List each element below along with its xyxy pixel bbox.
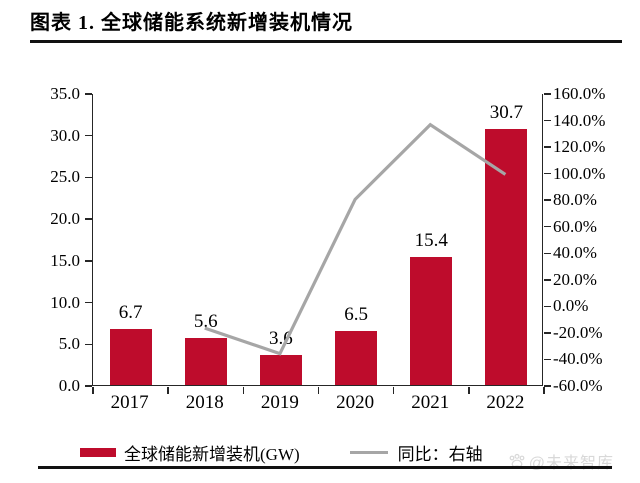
watermark-text: @未来智库 bbox=[528, 455, 614, 472]
x-axis-category-label: 2020 bbox=[336, 392, 375, 413]
right-axis-tick-label: 140.0% bbox=[553, 110, 606, 130]
right-axis-tick bbox=[543, 279, 551, 281]
right-axis-tick-label: -20.0% bbox=[553, 322, 603, 342]
left-axis-tick bbox=[84, 134, 92, 137]
left-axis-tick-label: 25.0 bbox=[50, 167, 80, 187]
bar-value-label: 3.6 bbox=[269, 327, 293, 349]
right-axis-tick bbox=[543, 146, 551, 148]
bar-2019 bbox=[259, 354, 302, 385]
x-axis-tick bbox=[468, 386, 470, 394]
x-axis-tick bbox=[167, 386, 169, 394]
bar-2020 bbox=[335, 330, 378, 385]
bar-value-label: 5.6 bbox=[193, 311, 218, 333]
bar-2021 bbox=[410, 256, 453, 385]
left-axis-tick bbox=[84, 218, 92, 220]
left-axis-tick bbox=[84, 93, 92, 95]
left-axis-tick-label: 30.0 bbox=[50, 125, 80, 145]
left-axis-tick-label: 10.0 bbox=[50, 292, 80, 312]
bar-value-label: 6.7 bbox=[118, 302, 143, 324]
right-axis-tick-label: 80.0% bbox=[553, 190, 597, 210]
right-axis-tick-label: -60.0% bbox=[553, 376, 603, 395]
left-axis-tick bbox=[84, 176, 92, 179]
bar-value-label: 6.5 bbox=[344, 303, 368, 325]
left-axis-tick bbox=[84, 260, 92, 262]
x-axis-tick bbox=[543, 386, 545, 394]
right-axis-tick-label: -40.0% bbox=[553, 349, 603, 369]
x-axis-category-label: 2022 bbox=[486, 392, 525, 413]
right-axis-tick-label: 40.0% bbox=[553, 243, 597, 263]
left-axis-tick bbox=[84, 343, 92, 346]
chart-title: 图表 1. 全球储能系统新增装机情况 bbox=[30, 12, 353, 34]
left-axis-tick-label: 5.0 bbox=[58, 334, 80, 354]
x-axis-tick bbox=[317, 386, 320, 394]
left-axis-tick bbox=[84, 301, 92, 304]
right-axis-tick-label: 0.0% bbox=[553, 296, 589, 316]
line-legend-label: 同比：右轴 bbox=[397, 445, 483, 464]
left-axis-tick-label: 35.0 bbox=[50, 84, 80, 103]
right-axis-tick-label: 100.0% bbox=[553, 163, 606, 183]
x-axis-category-label: 2017 bbox=[110, 392, 149, 413]
x-axis-category-label: 2021 bbox=[411, 392, 450, 413]
x-axis-tick bbox=[92, 386, 94, 394]
right-axis-tick bbox=[543, 385, 551, 387]
left-axis-tick-label: 0.0 bbox=[58, 376, 80, 395]
left-axis-tick-label: 15.0 bbox=[50, 250, 80, 270]
plot-area: 6.7 5.6 3.6 6.5 15.4 30.7 bbox=[84, 93, 551, 394]
right-axis-tick bbox=[543, 252, 551, 255]
right-axis-tick bbox=[543, 93, 551, 95]
bar-legend-swatch bbox=[80, 448, 116, 457]
right-axis-tick-label: 60.0% bbox=[553, 216, 597, 236]
right-axis-tick-label: 120.0% bbox=[553, 137, 606, 157]
right-axis-tick bbox=[543, 172, 551, 175]
x-axis-category-label: 2018 bbox=[185, 392, 224, 413]
yoy-line-series bbox=[204, 122, 507, 356]
left-axis-tick-label: 20.0 bbox=[50, 209, 80, 229]
bar-2018 bbox=[184, 338, 227, 385]
line-legend-swatch bbox=[349, 450, 388, 455]
chart-legend: 全球储能新增装机(GW) 同比：右轴 bbox=[80, 440, 483, 465]
right-axis-tick bbox=[543, 358, 551, 361]
bar-2022 bbox=[485, 128, 528, 385]
bottom-divider bbox=[38, 466, 612, 469]
watermark: @未来智库 bbox=[508, 449, 614, 473]
x-axis-tick bbox=[242, 386, 245, 394]
right-axis-tick bbox=[543, 119, 551, 122]
x-axis-category-label: 2019 bbox=[260, 392, 299, 413]
right-axis-tick bbox=[543, 225, 551, 228]
right-axis-tick bbox=[543, 305, 551, 308]
yoy-line bbox=[204, 122, 507, 356]
bar-legend-label: 全球储能新增装机(GW) bbox=[124, 445, 300, 464]
right-axis-tick-label: 20.0% bbox=[553, 269, 597, 289]
bar-value-label: 15.4 bbox=[414, 229, 448, 251]
x-axis-tick bbox=[392, 386, 395, 394]
title-divider bbox=[30, 40, 622, 43]
right-axis-tick bbox=[543, 199, 551, 201]
paw-icon bbox=[509, 453, 525, 467]
left-axis-tick bbox=[84, 385, 92, 387]
bar-2017 bbox=[109, 329, 152, 385]
bar-value-label: 30.7 bbox=[489, 101, 524, 123]
right-axis-tick bbox=[543, 332, 551, 334]
right-axis-tick-label: 160.0% bbox=[553, 84, 606, 103]
